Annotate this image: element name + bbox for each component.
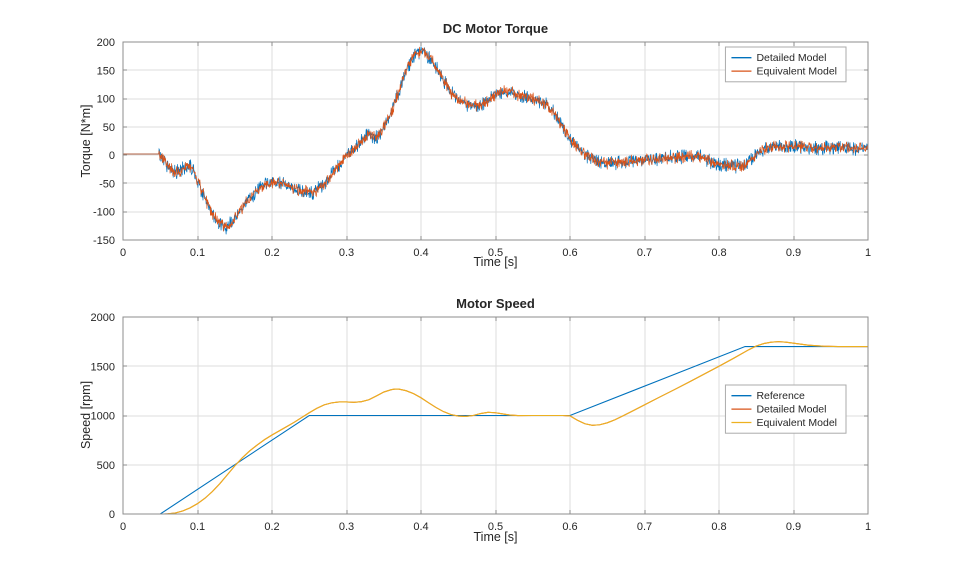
legend-label: Detailed Model <box>756 52 826 64</box>
y-tick-label: 150 <box>97 65 115 77</box>
x-tick-label: 0 <box>120 521 126 533</box>
speed-xaxis-label: Time [s] <box>473 530 518 544</box>
x-tick-label: 0.7 <box>637 521 652 533</box>
x-tick-label: 0.4 <box>413 521 428 533</box>
y-tick-label: -100 <box>93 207 115 219</box>
y-tick-label: 1000 <box>91 411 115 423</box>
x-tick-label: 0.5 <box>488 247 503 259</box>
x-tick-label: 1 <box>865 521 871 533</box>
x-tick-label: 0.7 <box>637 247 652 259</box>
x-tick-label: 0.6 <box>562 247 577 259</box>
x-tick-label: 0.3 <box>339 521 354 533</box>
x-tick-label: 0.8 <box>711 247 726 259</box>
y-tick-label: -150 <box>93 235 115 247</box>
x-tick-label: 1 <box>865 247 871 259</box>
y-tick-label: 0 <box>109 150 115 162</box>
axes-ticks <box>122 316 869 515</box>
y-tick-label: 200 <box>97 37 115 49</box>
axes-ticks <box>122 41 869 241</box>
tick-labels: 0 0.1 0.2 0.3 0.4 0.5 0.6 0.7 0.8 0.9 1 -150 -100 -50… <box>93 37 871 259</box>
plot-area <box>123 341 868 514</box>
y-tick-label: 0 <box>109 509 115 521</box>
y-tick-label: -50 <box>99 178 115 190</box>
tick-labels: 0 0.1 0.2 0.3 0.4 0.5 0.6 0.7 0.8 0.9 1 0 500 1000 150… <box>91 312 872 533</box>
x-tick-label: 0.9 <box>786 247 801 259</box>
legend-label: Equivalent Model <box>756 66 837 78</box>
x-tick-label: 0.3 <box>339 247 354 259</box>
torque-xaxis-label: Time [s] <box>473 255 518 269</box>
legend-label: Reference <box>756 390 805 402</box>
legend: Detailed Model Equivalent Model <box>724 46 847 83</box>
y-tick-label: 2000 <box>91 312 115 324</box>
x-tick-label: 0.1 <box>190 247 205 259</box>
x-tick-label: 0.5 <box>488 521 503 533</box>
legend-label: Equivalent Model <box>756 417 837 429</box>
chart-axes-0: 0 0.1 0.2 0.3 0.4 0.5 0.6 0.7 0.8 0.9 1 -150 -100 -50… <box>93 37 871 259</box>
y-tick-label: 50 <box>103 122 115 134</box>
series-reference <box>123 346 868 514</box>
plot-area <box>123 46 868 235</box>
series-equivalent-model <box>123 341 868 514</box>
speed-chart-title: Motor Speed <box>456 296 535 311</box>
speed-yaxis-label: Speed [rpm] <box>79 380 93 450</box>
y-tick-label: 100 <box>97 94 115 106</box>
x-tick-label: 0.8 <box>711 521 726 533</box>
x-tick-label: 0.2 <box>264 247 279 259</box>
x-tick-label: 0.2 <box>264 521 279 533</box>
legend-box <box>724 46 847 83</box>
legend-label: Detailed Model <box>756 404 826 416</box>
chart-axes-1: 0 0.1 0.2 0.3 0.4 0.5 0.6 0.7 0.8 0.9 1 0 500 1000 150… <box>91 312 872 533</box>
y-tick-label: 1500 <box>91 361 115 373</box>
y-tick-label: 500 <box>97 460 115 472</box>
torque-chart-title: DC Motor Torque <box>442 21 549 36</box>
x-tick-label: 0.6 <box>562 521 577 533</box>
x-tick-label: 0.4 <box>413 247 428 259</box>
torque-yaxis-label: Torque [N*m] <box>79 104 93 178</box>
x-tick-label: 0.9 <box>786 521 801 533</box>
series-equivalent-model <box>123 46 868 232</box>
x-tick-label: 0 <box>120 247 126 259</box>
x-tick-label: 0.1 <box>190 521 205 533</box>
